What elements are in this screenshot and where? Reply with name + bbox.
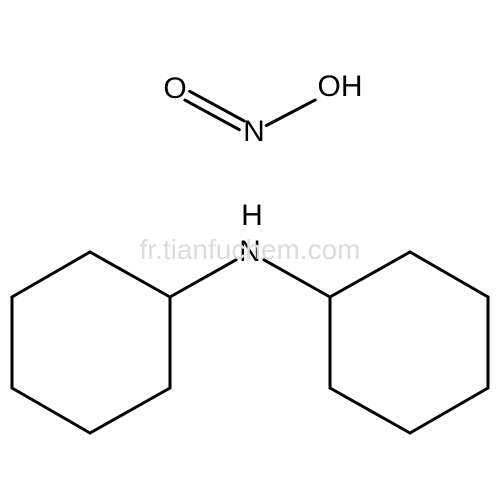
atom-hydrogen-center: H bbox=[241, 199, 263, 233]
structure-canvas: N H N O OH fr.tianfuchem.com bbox=[0, 0, 500, 500]
atom-oxygen-left: O bbox=[163, 72, 186, 106]
watermark-text: fr.tianfuchem.com bbox=[140, 234, 361, 266]
atom-hydroxyl: OH bbox=[318, 70, 363, 104]
atom-nitrogen-top: N bbox=[243, 115, 265, 149]
